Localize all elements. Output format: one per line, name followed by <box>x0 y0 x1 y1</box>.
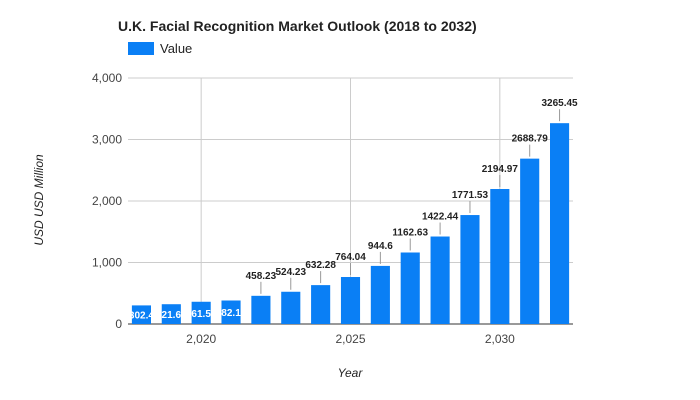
data-label: 361.58 <box>186 309 217 320</box>
bar[interactable] <box>251 295 271 324</box>
bar[interactable] <box>221 300 241 324</box>
y-tick-label: 2,000 <box>92 194 122 208</box>
data-label: 764.04 <box>335 252 366 263</box>
data-label: 632.28 <box>305 260 336 271</box>
data-labels-layer: 302.4 321.69 361.58 382.18 458.23 524.23632.2… <box>129 98 578 322</box>
bar[interactable] <box>520 158 540 324</box>
data-label: 944.6 <box>368 241 393 252</box>
bar[interactable] <box>281 291 301 324</box>
x-tick-label: 2,030 <box>485 332 515 346</box>
bar[interactable] <box>460 215 480 324</box>
data-label: 2688.79 <box>512 134 549 145</box>
bar[interactable] <box>161 304 181 324</box>
bar[interactable] <box>400 252 420 324</box>
data-label: 302.4 <box>129 311 154 322</box>
bars-layer <box>131 123 570 324</box>
bar[interactable] <box>311 285 331 324</box>
bar[interactable] <box>550 123 570 324</box>
legend-swatch[interactable] <box>128 42 154 55</box>
data-label: 1422.44 <box>422 212 459 223</box>
bar[interactable] <box>430 236 450 324</box>
x-tick-label: 2,025 <box>335 332 365 346</box>
data-label: 1162.63 <box>392 227 428 238</box>
data-label: 2194.97 <box>482 164 519 175</box>
ticks-layer: 0 1,000 2,000 3,000 4,000 2,020 2,025 2,030 <box>92 71 515 346</box>
x-tick-label: 2,020 <box>186 332 216 346</box>
data-label: 524.23 <box>275 267 306 278</box>
bar[interactable] <box>191 301 211 324</box>
chart-title: U.K. Facial Recognition Market Outlook (… <box>118 18 477 34</box>
data-label: 1771.53 <box>452 190 489 201</box>
y-tick-label: 4,000 <box>92 71 122 85</box>
legend-label[interactable]: Value <box>160 41 192 56</box>
y-tick-label: 0 <box>115 317 122 331</box>
y-axis-title: USD USD Million <box>32 154 46 246</box>
bar[interactable] <box>131 305 151 324</box>
data-label: 3265.45 <box>541 98 578 109</box>
y-tick-label: 3,000 <box>92 133 122 147</box>
data-label: 382.18 <box>216 308 247 319</box>
data-label: 458.23 <box>246 271 277 282</box>
bar[interactable] <box>340 277 361 324</box>
data-label: 321.69 <box>156 310 187 321</box>
bar[interactable] <box>490 189 510 324</box>
x-axis-title: Year <box>338 366 364 380</box>
y-tick-label: 1,000 <box>92 256 122 270</box>
bar[interactable] <box>370 265 390 324</box>
